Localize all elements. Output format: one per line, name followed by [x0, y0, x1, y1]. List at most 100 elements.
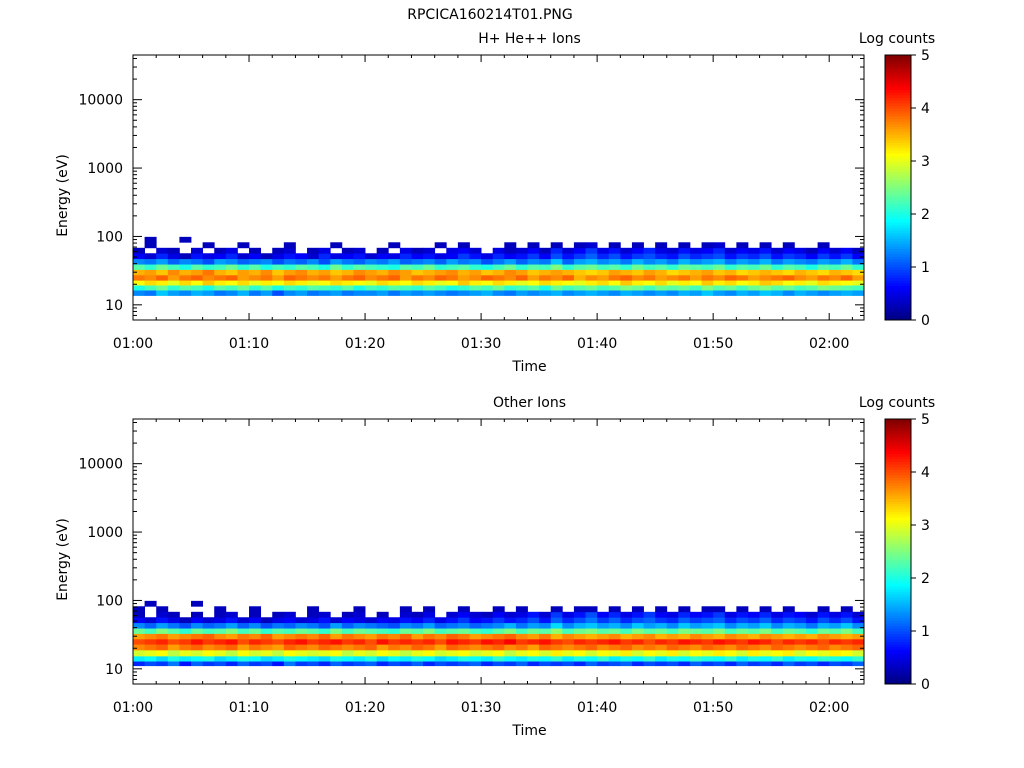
heatmap-cell [191, 649, 204, 657]
heatmap-cell [655, 269, 668, 276]
colorbar-segment [885, 62, 911, 67]
heatmap-cell [133, 274, 145, 281]
heatmap-cell [631, 242, 644, 249]
heatmap-cell [272, 269, 285, 276]
heatmap-cell [191, 264, 204, 270]
heatmap-cell [295, 258, 308, 265]
colorbar-segment [885, 267, 911, 271]
heatmap-cell [307, 617, 320, 624]
heatmap-cell [771, 649, 784, 657]
heatmap-cell [805, 269, 818, 276]
colorbar-segment [885, 70, 911, 75]
colorbar-segment [885, 94, 911, 98]
heatmap-cell [573, 285, 586, 291]
heatmap-cell [840, 633, 853, 640]
heatmap-cell [550, 633, 563, 640]
plot-frame [132, 54, 865, 321]
colorbar-segment [885, 232, 911, 236]
heatmap-cell [307, 269, 320, 276]
colorbar-segment [885, 556, 911, 560]
heatmap-cell [539, 247, 552, 254]
heatmap-cell [597, 622, 610, 629]
heatmap-cell [388, 280, 401, 286]
heatmap-cell [608, 269, 621, 276]
heatmap-cell [249, 649, 262, 657]
heatmap-cell [771, 247, 784, 254]
heatmap-cell [620, 661, 633, 667]
heatmap-cell [794, 274, 807, 281]
heatmap-cell [794, 617, 807, 624]
colorbar-segment [885, 227, 911, 231]
heatmap-cell [771, 633, 784, 640]
heatmap-cell [840, 622, 853, 629]
heatmap-cell [191, 269, 204, 276]
heatmap-cell [747, 638, 760, 645]
heatmap-cell [515, 611, 528, 618]
heatmap-cell [713, 253, 726, 260]
heatmap-cell [399, 606, 412, 613]
colorbar-segment [885, 509, 911, 513]
heatmap-cell [249, 280, 262, 286]
heatmap-cell [376, 280, 389, 286]
heatmap-cell [782, 622, 795, 629]
heatmap-cell [782, 655, 795, 662]
heatmap-cell [527, 655, 540, 662]
heatmap-cell [341, 285, 354, 291]
heatmap-cell [225, 628, 238, 634]
heatmap-cell [550, 280, 563, 286]
heatmap-cell [678, 242, 691, 249]
heatmap-cell [272, 247, 285, 254]
colorbar-segment [885, 437, 911, 441]
colorbar-segment [885, 108, 911, 112]
heatmap-cell [156, 264, 169, 270]
heatmap-cell [573, 242, 586, 249]
heatmap-cell [504, 617, 517, 624]
heatmap-cell [353, 611, 366, 618]
heatmap-cell [713, 661, 726, 667]
heatmap-cell [156, 258, 169, 265]
colorbar-segment [885, 559, 911, 563]
heatmap-cell [423, 622, 436, 629]
heatmap-cell [631, 628, 644, 634]
colorbar-segment [885, 681, 911, 685]
heatmap-cell [295, 655, 308, 662]
heatmap-cell [840, 247, 853, 254]
colorbar-segment [885, 97, 911, 101]
heatmap-cell [191, 280, 204, 286]
heatmap-cell [446, 661, 459, 667]
heatmap-cell [608, 253, 621, 260]
heatmap-cell [771, 611, 784, 618]
heatmap-cell [527, 247, 540, 254]
heatmap-cell [736, 638, 749, 645]
heatmap-cell [829, 655, 842, 662]
heatmap-cell [272, 253, 285, 260]
colorbar-segment [885, 607, 911, 611]
colorbar-segment [885, 678, 911, 682]
colorbar-tick-label: 1 [921, 260, 930, 276]
heatmap-cell [318, 269, 331, 276]
heatmap-cell [260, 280, 273, 286]
heatmap-cell [446, 655, 459, 662]
heatmap-cell [179, 258, 192, 265]
heatmap-cell [423, 655, 436, 662]
heatmap-cell [794, 622, 807, 629]
heatmap-cell [376, 617, 389, 624]
heatmap-cell [260, 649, 273, 657]
heatmap-cell [631, 280, 644, 286]
heatmap-cell [434, 628, 447, 634]
heatmap-cell [655, 280, 668, 286]
heatmap-cell [550, 628, 563, 634]
heatmap-cell [666, 661, 679, 667]
heatmap-cell [539, 622, 552, 629]
heatmap-cell [573, 617, 586, 624]
colorbar-segment [885, 554, 911, 558]
heatmap-cell [782, 269, 795, 276]
heatmap-cell [376, 285, 389, 291]
heatmap-cell [724, 622, 737, 629]
heatmap-cell [655, 606, 668, 613]
heatmap-cell [805, 649, 818, 657]
heatmap-cell [678, 655, 691, 662]
heatmap-cell [144, 264, 157, 270]
heatmap-cell [144, 236, 157, 243]
heatmap-cell [562, 638, 575, 645]
